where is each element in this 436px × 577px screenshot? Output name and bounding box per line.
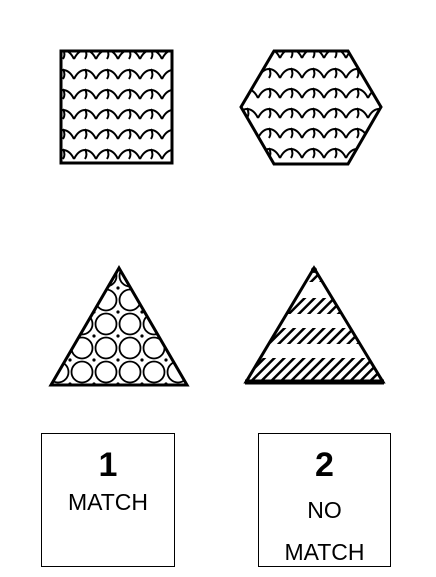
match-button[interactable]: 1 MATCH bbox=[41, 433, 175, 567]
no-match-label-line2: MATCH bbox=[284, 539, 365, 565]
match-key-number: 1 bbox=[98, 446, 118, 484]
no-match-key-number: 2 bbox=[315, 446, 334, 484]
no-match-label-line1: NO bbox=[307, 497, 342, 523]
hexagon-scales-shape bbox=[239, 49, 383, 166]
match-label: MATCH bbox=[67, 489, 149, 515]
no-match-button[interactable]: 2 NO MATCH bbox=[258, 433, 391, 567]
square-scales-shape bbox=[59, 49, 174, 165]
triangle-circles-shape bbox=[48, 265, 190, 387]
triangle-stripes-shape bbox=[243, 265, 386, 385]
